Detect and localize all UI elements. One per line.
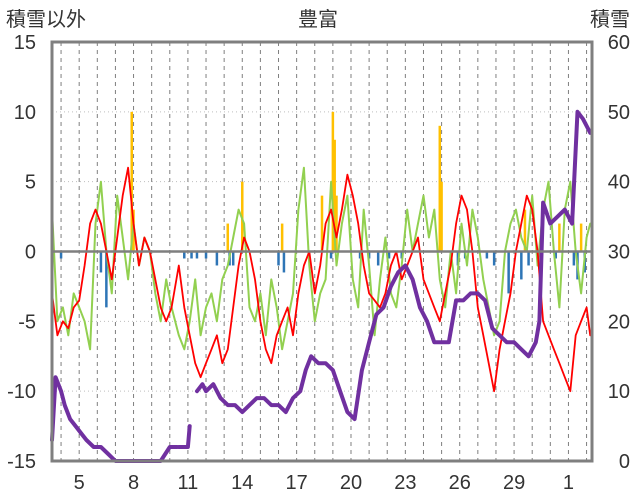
precip-bar — [320, 195, 324, 252]
diff-bar — [99, 251, 103, 273]
y-left-tick-label: 0 — [25, 242, 36, 264]
diff-bar — [329, 251, 333, 259]
y-left-tick-label: -5 — [18, 311, 36, 333]
diff-bar — [520, 251, 523, 280]
x-tick-label: 17 — [286, 472, 308, 494]
diff-bar — [190, 251, 193, 259]
x-tick-label: 20 — [340, 472, 362, 494]
diff-bar — [554, 251, 558, 259]
precip-bar — [333, 139, 336, 252]
precip-bar — [331, 111, 335, 252]
series-line-snow_seg3 — [195, 109, 593, 422]
y-right-tick-label: 20 — [608, 311, 630, 333]
y-left-tick-label: 10 — [14, 102, 36, 124]
diff-bar — [277, 251, 280, 266]
x-tick-label: 23 — [394, 472, 416, 494]
y-left-tick-label: 15 — [14, 32, 36, 54]
y-right-tick-label: 60 — [608, 32, 630, 54]
diff-bar — [59, 251, 63, 259]
diff-bar — [358, 251, 362, 259]
diff-bar — [231, 251, 235, 266]
y-right-tick-label: 30 — [608, 242, 630, 264]
diff-bar — [105, 251, 108, 308]
x-tick-label: 8 — [128, 472, 139, 494]
precip-bar — [280, 223, 284, 252]
precip-bar — [440, 181, 443, 252]
x-tick-label: 1 — [563, 472, 574, 494]
diff-bar — [507, 251, 510, 294]
diff-bar — [485, 251, 489, 259]
diff-bar — [183, 251, 186, 259]
precip-bar — [523, 209, 527, 252]
plot-frame — [50, 40, 594, 463]
precip-bar — [579, 223, 583, 252]
precip-bar — [438, 125, 442, 252]
diff-bar — [527, 251, 530, 266]
diff-bar — [195, 251, 199, 259]
x-tick-label: 29 — [503, 472, 525, 494]
precip-bar — [558, 223, 561, 252]
y-right-tick-label: 50 — [608, 102, 630, 124]
diff-bar — [367, 251, 371, 259]
diff-bar — [215, 251, 219, 266]
y-left-tick-label: -15 — [7, 451, 36, 473]
y-right-tick-label: 10 — [608, 381, 630, 403]
y-right-tick-label: 40 — [608, 172, 630, 194]
bars — [59, 111, 587, 308]
right-axis-title: 積雪 — [590, 8, 630, 31]
y-left-tick-label: 5 — [25, 172, 36, 194]
series-line-snow — [50, 375, 179, 463]
precip-bar — [335, 195, 338, 252]
x-tick-label: 5 — [74, 472, 85, 494]
diff-bar — [492, 251, 496, 266]
x-tick-label: 11 — [178, 472, 199, 494]
x-tick-label: 26 — [449, 472, 471, 494]
y-right-tick-label: 0 — [619, 451, 630, 473]
y-left-tick-label: -10 — [7, 381, 36, 403]
x-tick-label: 14 — [231, 472, 253, 494]
diff-bar — [376, 251, 380, 266]
precip-bar — [130, 111, 133, 252]
precip-bar — [226, 223, 230, 252]
diff-bar — [572, 251, 576, 266]
diff-bar — [387, 251, 391, 259]
diff-bar — [282, 251, 286, 273]
left-axis-title: 積雪以外 — [6, 8, 86, 31]
series-line-snow_seg2 — [176, 424, 192, 449]
diff-bar — [204, 251, 208, 259]
chart-title: 豊富 — [298, 8, 338, 31]
